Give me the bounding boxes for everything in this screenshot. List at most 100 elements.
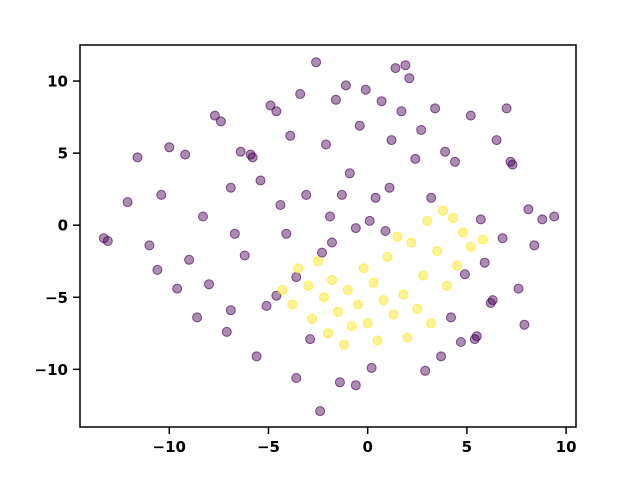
scatter-point-cluster-purple xyxy=(336,189,347,200)
scatter-point-cluster-purple xyxy=(164,142,175,153)
scatter-point-cluster-purple xyxy=(291,373,302,383)
scatter-point-cluster-yellow xyxy=(452,260,462,271)
scatter-point-cluster-yellow xyxy=(442,280,452,291)
scatter-point-cluster-purple xyxy=(291,272,302,283)
scatter-point-cluster-yellow xyxy=(448,213,458,223)
scatter-point-cluster-purple xyxy=(475,214,486,225)
scatter-point-cluster-purple xyxy=(537,214,548,225)
scatter-point-cluster-purple xyxy=(229,228,240,239)
scatter-point-cluster-yellow xyxy=(362,318,373,329)
scatter-point-cluster-purple xyxy=(184,254,195,265)
scatter-point-cluster-purple xyxy=(247,152,258,163)
x-tick-label: 0 xyxy=(362,438,372,456)
scatter-point-cluster-purple xyxy=(404,73,415,84)
scatter-point-cluster-purple xyxy=(330,94,341,105)
scatter-point-cluster-purple xyxy=(380,226,391,236)
scatter-point-cluster-purple xyxy=(271,290,282,301)
scatter-point-cluster-purple xyxy=(235,146,246,157)
scatter-point-cluster-yellow xyxy=(382,251,393,262)
scatter-point-cluster-yellow xyxy=(346,321,357,332)
scatter-point-cluster-purple xyxy=(325,211,335,222)
scatter-point-cluster-purple xyxy=(334,377,345,388)
scatter-point-cluster-purple xyxy=(102,236,113,246)
scatter-point-cluster-purple xyxy=(455,337,466,347)
scatter-point-cluster-yellow xyxy=(303,280,314,291)
scatter-point-cluster-purple xyxy=(225,182,236,193)
scatter-point-cluster-yellow xyxy=(418,270,429,281)
scatter-point-cluster-yellow xyxy=(477,234,488,245)
scatter-point-cluster-purple xyxy=(215,116,226,127)
scatter-point-cluster-purple xyxy=(311,57,322,68)
scatter-point-cluster-purple xyxy=(370,192,381,203)
y-tick-label: 0 xyxy=(58,217,68,235)
scatter-point-cluster-yellow xyxy=(327,275,337,285)
scatter-point-cluster-purple xyxy=(172,283,183,294)
scatter-point-cluster-purple xyxy=(271,106,282,117)
scatter-point-cluster-purple xyxy=(350,223,361,234)
scatter-point-cluster-purple xyxy=(239,250,250,261)
y-tick-label: 10 xyxy=(47,73,68,91)
scatter-point-cluster-purple xyxy=(416,125,427,135)
scatter-point-cluster-yellow xyxy=(287,299,298,310)
y-tick-label: 5 xyxy=(58,145,68,163)
scatter-point-cluster-purple xyxy=(198,211,208,222)
scatter-point-cluster-yellow xyxy=(426,318,437,329)
scatter-point-cluster-purple xyxy=(513,283,524,294)
scatter-point-cluster-purple xyxy=(156,189,167,200)
scatter-point-cluster-purple xyxy=(315,406,326,417)
scatter-point-cluster-purple xyxy=(529,240,540,251)
scatter-point-cluster-purple xyxy=(152,264,163,275)
scatter-point-cluster-purple xyxy=(396,106,407,117)
scatter-point-cluster-purple xyxy=(549,211,560,222)
scatter-point-cluster-yellow xyxy=(398,289,409,300)
scatter-point-cluster-purple xyxy=(519,319,530,330)
scatter-point-cluster-purple xyxy=(446,312,456,323)
scatter-point-cluster-purple xyxy=(255,175,266,186)
scatter-point-cluster-yellow xyxy=(438,205,449,216)
scatter-point-cluster-yellow xyxy=(332,306,343,317)
scatter-point-cluster-yellow xyxy=(402,332,413,343)
scatter-point-cluster-purple xyxy=(410,153,421,164)
scatter-point-cluster-purple xyxy=(497,233,508,244)
scatter-point-cluster-purple xyxy=(390,63,401,74)
x-tick-label: 10 xyxy=(556,438,577,456)
scatter-point-cluster-purple xyxy=(400,60,411,71)
scatter-point-cluster-purple xyxy=(221,326,232,337)
scatter-point-cluster-purple xyxy=(317,247,327,258)
scatter-point-cluster-purple xyxy=(350,380,361,391)
scatter-point-cluster-purple xyxy=(225,305,236,316)
scatter-point-cluster-purple xyxy=(192,312,203,323)
scatter-point-cluster-purple xyxy=(327,237,337,248)
scatter-point-cluster-purple xyxy=(479,257,490,268)
scatter-point-cluster-purple xyxy=(261,300,272,311)
scatter-point-cluster-purple xyxy=(122,197,133,208)
scatter-point-cluster-purple xyxy=(376,96,387,107)
scatter-point-cluster-purple xyxy=(487,295,498,306)
scatter-point-cluster-yellow xyxy=(465,241,476,252)
scatter-point-cluster-purple xyxy=(360,84,371,95)
y-tick-label: −5 xyxy=(45,289,68,307)
scatter-point-cluster-purple xyxy=(209,110,220,121)
scatter-point-cluster-yellow xyxy=(319,292,329,303)
scatter-point-cluster-purple xyxy=(265,100,276,111)
scatter-point-cluster-yellow xyxy=(392,231,403,242)
scatter-point-cluster-yellow xyxy=(378,295,389,306)
x-tick-label: −10 xyxy=(153,438,186,456)
x-tick-label: −5 xyxy=(257,438,280,456)
scatter-point-cluster-purple xyxy=(132,152,143,163)
scatter-point-cluster-purple xyxy=(426,192,437,203)
scatter-point-cluster-yellow xyxy=(422,215,433,226)
y-tick-label: −10 xyxy=(35,361,68,379)
scatter-point-cluster-purple xyxy=(420,365,431,376)
scatter-point-cluster-purple xyxy=(340,80,351,91)
scatter-point-cluster-purple xyxy=(180,149,191,160)
scatter-point-cluster-purple xyxy=(507,159,518,170)
scatter-point-cluster-purple xyxy=(364,215,375,226)
scatter-point-cluster-yellow xyxy=(293,263,304,274)
scatter-point-cluster-yellow xyxy=(388,309,399,320)
scatter-point-cluster-yellow xyxy=(323,328,333,339)
scatter-point-cluster-purple xyxy=(436,351,447,362)
axes-frame xyxy=(79,44,577,428)
scatter-point-cluster-purple xyxy=(386,135,397,146)
